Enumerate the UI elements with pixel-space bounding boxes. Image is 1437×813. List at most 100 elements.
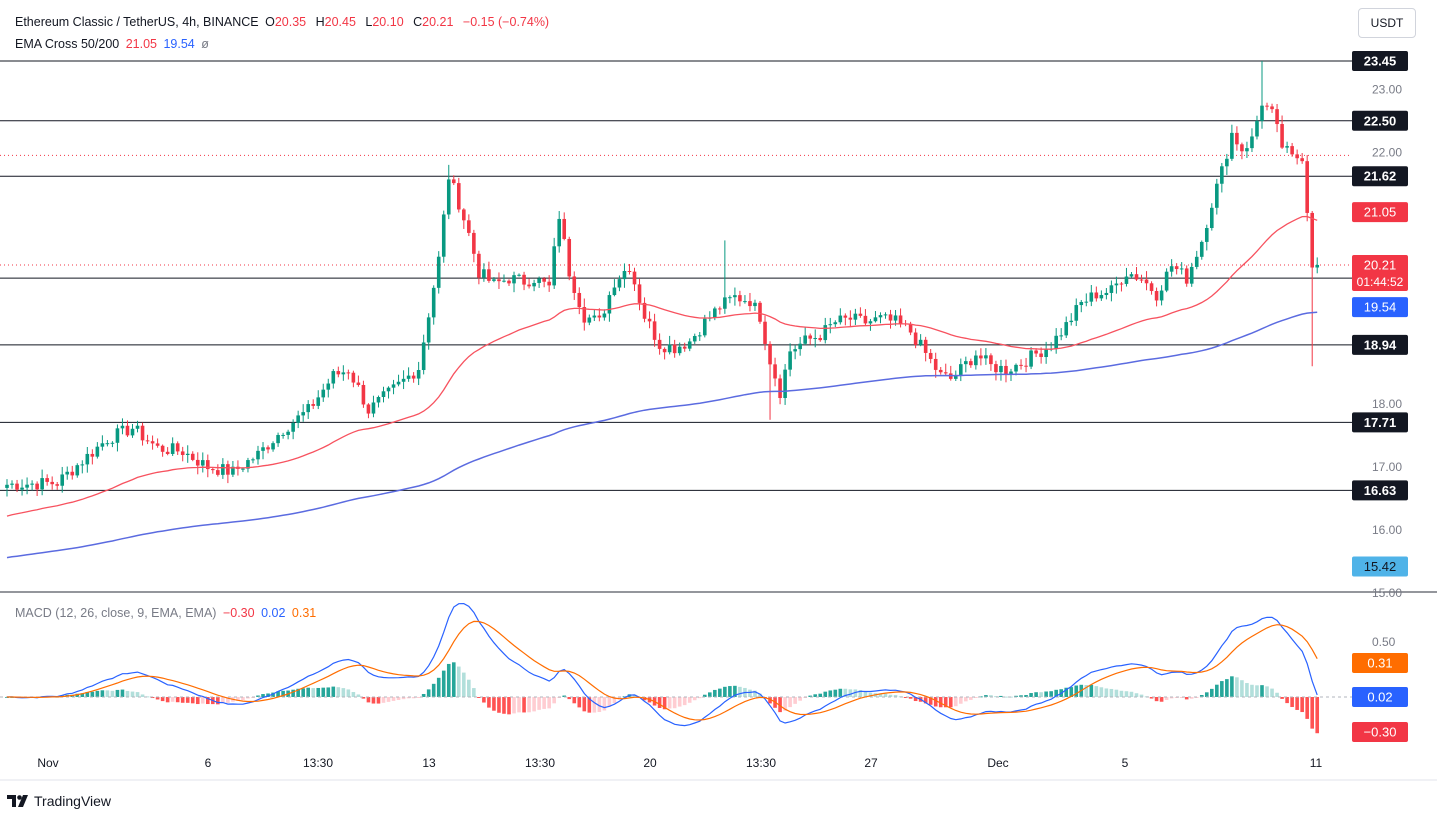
macd-hist-bar — [462, 672, 466, 697]
macd-hist-bar — [959, 697, 963, 704]
ema50-value: 21.05 — [125, 37, 157, 51]
macd-hist-bar — [331, 686, 336, 697]
macd-hist-bar — [120, 689, 125, 697]
macd-hist-bar — [969, 697, 973, 700]
candle-body — [843, 315, 848, 318]
macd-hist-bar — [1290, 697, 1294, 707]
macd-hist-bar — [351, 692, 356, 697]
macd-hist-bar — [1089, 684, 1094, 697]
candle-body — [1275, 109, 1279, 125]
candle-body — [462, 209, 466, 221]
currency-button[interactable]: USDT — [1358, 8, 1416, 38]
candle-body — [361, 384, 366, 405]
macd-hist-bar — [667, 697, 672, 709]
candle-body — [989, 355, 993, 365]
candle-body — [682, 346, 687, 349]
close-label: C — [413, 15, 423, 29]
macd-hist-bar — [1024, 695, 1028, 697]
candle-body — [1119, 283, 1124, 285]
candle-body — [748, 301, 752, 307]
candle-body — [251, 459, 255, 461]
candle-body — [306, 404, 310, 413]
candle-body — [351, 372, 356, 383]
candle-body — [632, 271, 637, 285]
candle-body — [994, 364, 998, 373]
tradingview-brand[interactable]: TradingView — [7, 793, 111, 809]
candle-body — [70, 471, 75, 476]
candle-body — [416, 370, 421, 379]
candle-body — [331, 371, 336, 384]
candle-body — [612, 287, 617, 296]
candle-body — [226, 464, 230, 475]
price-tick-label: 22.00 — [1372, 145, 1402, 159]
candle-body — [1024, 365, 1028, 367]
macd-hist-bar — [1134, 693, 1139, 697]
macd-hist-bar — [110, 690, 115, 697]
macd-hist-bar — [200, 697, 205, 704]
candle-body — [55, 484, 59, 486]
macd-hist-bar — [602, 697, 607, 711]
candle-body — [873, 317, 878, 322]
macd-hist-bar — [778, 697, 782, 713]
macd-hist-bar — [145, 696, 150, 698]
macd-hist-bar — [577, 697, 582, 708]
macd-hist-bar — [206, 697, 210, 705]
macd-hist-bar — [1250, 684, 1254, 697]
candle-body — [738, 295, 742, 302]
candle-body — [467, 220, 471, 233]
macd-legend[interactable]: MACD (12, 26, close, 9, EMA, EMA) −0.30 … — [15, 606, 319, 620]
macd-hist-bar — [1104, 688, 1109, 697]
macd-hist-bar — [1199, 695, 1204, 697]
candle-body — [120, 425, 125, 429]
candle-body — [808, 335, 812, 339]
candle-body — [391, 384, 396, 388]
macd-hist-bar — [888, 694, 893, 697]
ohlc-close: C20.21 — [413, 15, 456, 29]
candle-body — [1009, 371, 1013, 375]
price-label: 15.42 — [1364, 559, 1397, 574]
candle-body — [5, 484, 9, 488]
macd-hist-bar — [1099, 687, 1104, 697]
macd-hist-bar — [381, 697, 386, 703]
macd-hist-bar — [306, 687, 310, 697]
candle-body — [356, 382, 361, 385]
candle-body — [728, 297, 732, 299]
candle-body — [441, 214, 446, 257]
macd-hist-bar — [1049, 691, 1053, 697]
macd-hist-bar — [1265, 686, 1269, 697]
candle-body — [246, 460, 250, 469]
candle-body — [607, 295, 612, 314]
macd-hist-bar — [697, 697, 702, 699]
price-tick-label: 23.00 — [1372, 82, 1402, 96]
time-tick-label: 13:30 — [525, 756, 555, 770]
candle-body — [617, 279, 622, 288]
level-label: 23.45 — [1364, 54, 1397, 69]
macd-hist-bar — [1285, 697, 1289, 704]
macd-hist-bar — [492, 697, 496, 711]
macd-hist-value: −0.30 — [222, 606, 255, 620]
macd-hist-bar — [241, 697, 245, 701]
candle-body — [65, 471, 70, 475]
price-label-bg — [1352, 556, 1408, 577]
macd-hist-bar — [472, 688, 476, 697]
candle-body — [1250, 136, 1254, 149]
macd-hist-bar — [728, 686, 732, 697]
candle-body — [838, 315, 843, 323]
candle-body — [10, 483, 14, 485]
macd-hist-bar — [1124, 691, 1129, 697]
candle-body — [969, 361, 973, 366]
candle-body — [266, 447, 270, 450]
candle-body — [15, 483, 19, 490]
ema50-line — [6, 215, 1318, 517]
candle-body — [1019, 364, 1023, 366]
candle-body — [818, 338, 823, 341]
low-value: 20.10 — [372, 15, 404, 29]
ema-legend[interactable]: EMA Cross 50/200 21.05 19.54 ø — [15, 37, 212, 51]
candle-body — [768, 343, 772, 365]
candle-body — [1285, 146, 1289, 148]
candle-body — [979, 355, 983, 359]
candle-body — [627, 270, 632, 272]
candle-body — [381, 391, 386, 398]
macd-hist-bar — [281, 690, 285, 697]
